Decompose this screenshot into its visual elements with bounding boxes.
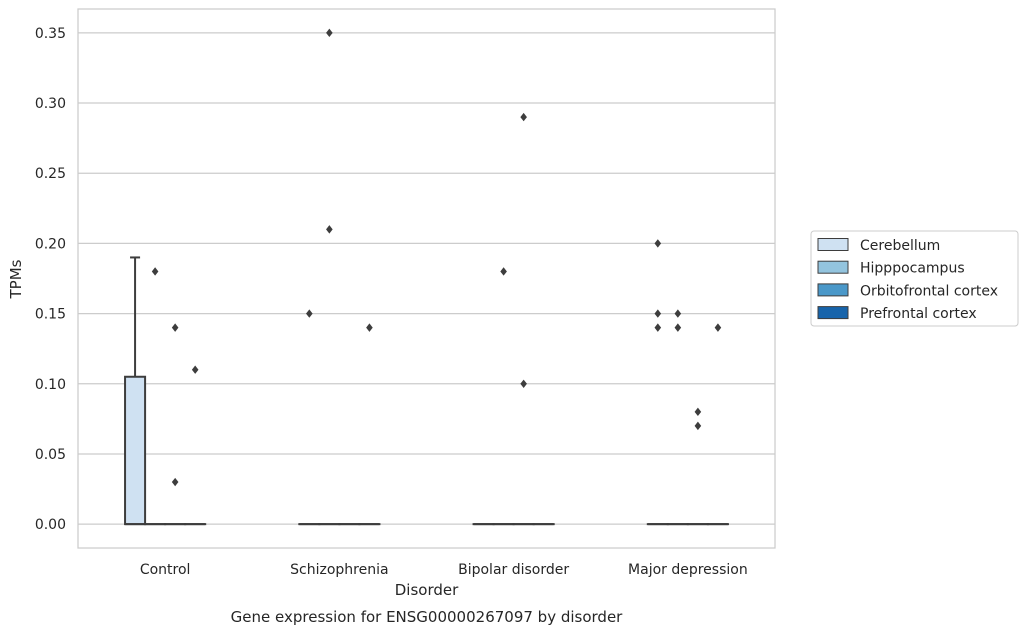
x-axis-ticks: Control Schizophrenia Bipolar disorder Majo… (140, 562, 748, 578)
x-tick-label: Schizophrenia (290, 562, 388, 578)
box-group (492, 267, 515, 526)
plot-area-frame (77, 8, 776, 549)
box-group (706, 323, 729, 526)
legend-label: Orbitofrontal cortex (860, 283, 998, 299)
outlier-point (714, 323, 722, 332)
outlier-point (674, 309, 682, 318)
x-tick-label: Control (140, 562, 191, 578)
outlier-point (326, 28, 333, 38)
y-axis-ticks: 0.00 0.05 0.10 0.15 0.20 0.25 0.30 0.35 (35, 26, 66, 533)
legend-label: Hipppocampus (860, 261, 965, 277)
outlier-point (674, 323, 682, 332)
legend-swatch (817, 306, 849, 320)
box-group (646, 239, 669, 526)
legend-swatch (817, 260, 849, 274)
y-tick-label: 0.00 (35, 517, 66, 533)
box-group (512, 112, 535, 526)
y-tick-label: 0.35 (35, 26, 66, 42)
grid-lines (78, 32, 775, 525)
legend-frame (810, 230, 1019, 327)
x-tick-label: Major depression (628, 562, 748, 578)
y-tick-label: 0.30 (35, 96, 66, 112)
box-group (666, 309, 689, 526)
y-tick-label: 0.25 (35, 166, 66, 182)
x-tick-label: Bipolar disorder (458, 562, 569, 578)
legend: Cerebellum Hipppocampus Orbitofrontal cort… (810, 230, 1019, 327)
outlier-point (306, 309, 313, 318)
outlier-point (191, 365, 199, 374)
outlier-point (694, 421, 702, 431)
box-group (358, 323, 381, 526)
y-tick-label: 0.20 (35, 236, 66, 252)
box-group (144, 267, 167, 526)
y-tick-label: 0.15 (35, 307, 66, 323)
outlier-point (654, 323, 662, 332)
outlier-point (171, 323, 179, 332)
legend-label: Cerebellum (860, 238, 940, 254)
outlier-point (694, 407, 702, 417)
boxes (124, 28, 729, 526)
legend-swatch (817, 283, 849, 297)
outlier-point (171, 477, 179, 487)
x-axis-label: Disorder (395, 581, 459, 599)
outlier-point (520, 112, 527, 122)
y-tick-label: 0.05 (35, 447, 66, 463)
outlier-point (500, 267, 507, 276)
legend-swatch (817, 238, 849, 251)
legend-label: Prefrontal cortex (860, 306, 977, 322)
outlier-point (654, 309, 662, 318)
box-group (298, 309, 321, 526)
box-group (124, 256, 147, 526)
outlier-point (326, 225, 333, 234)
box-group (686, 407, 709, 526)
outlier-point (366, 323, 373, 332)
box (124, 375, 147, 526)
outlier-point (151, 267, 159, 276)
y-axis-label: TPMs (7, 259, 25, 299)
chart-caption: Gene expression for ENSG00000267097 by d… (231, 608, 624, 626)
box-group (164, 323, 187, 526)
y-tick-label: 0.10 (35, 377, 66, 393)
outlier-point (654, 239, 662, 248)
outlier-point (520, 379, 527, 388)
box-group (184, 365, 207, 526)
